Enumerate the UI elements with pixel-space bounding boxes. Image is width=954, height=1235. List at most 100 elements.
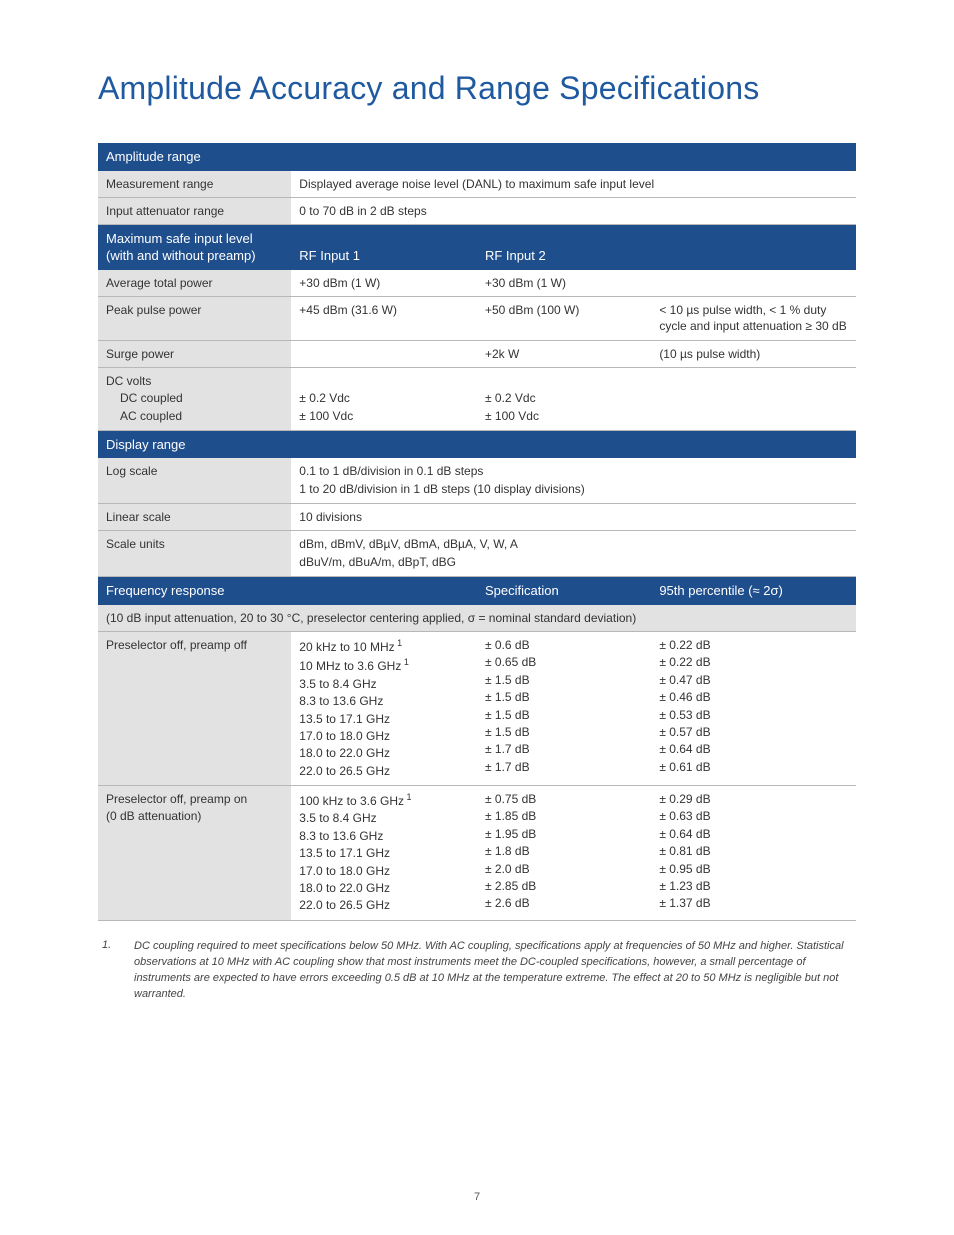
header-line: (with and without preamp): [106, 247, 285, 265]
section-header-max-safe: Maximum safe input level (with and witho…: [98, 224, 291, 270]
col-header-pct: 95th percentile (≈ 2σ): [651, 577, 856, 605]
ac-coupled-label: AC coupled: [106, 408, 182, 425]
freq-range-text: 10 MHz to 3.6 GHz 1: [299, 656, 471, 675]
value-text: dBuV/m, dBuA/m, dBpT, dBG: [299, 554, 850, 571]
freq-pct-text: ± 0.95 dB: [659, 861, 850, 878]
freq-pcts: ± 0.22 dB± 0.22 dB± 0.47 dB± 0.46 dB± 0.…: [651, 631, 856, 785]
freq-pct-text: ± 0.63 dB: [659, 808, 850, 825]
freq-pct-text: ± 0.53 dB: [659, 707, 850, 724]
row-value: 0.1 to 1 dB/division in 0.1 dB steps 1 t…: [291, 458, 856, 503]
freq-pct-text: ± 0.61 dB: [659, 759, 850, 776]
label-line: Preselector off, preamp on: [106, 791, 285, 808]
value-text: dBm, dBmV, dBµV, dBmA, dBµA, V, W, A: [299, 536, 850, 553]
footnote-ref: 1: [395, 638, 403, 648]
freq-spec-text: ± 0.6 dB: [485, 637, 645, 654]
freq-spec-text: ± 1.5 dB: [485, 724, 645, 741]
freq-spec-text: ± 0.75 dB: [485, 791, 645, 808]
row-label: Linear scale: [98, 504, 291, 531]
page-title: Amplitude Accuracy and Range Specificati…: [98, 70, 856, 107]
page-number: 7: [0, 1191, 954, 1203]
row-label-dc-volts: DC volts DC coupled AC coupled: [98, 367, 291, 430]
freq-range-text: 8.3 to 13.6 GHz: [299, 828, 471, 845]
col-header-rf1: RF Input 1: [291, 224, 477, 270]
row-value: +50 dBm (100 W): [477, 297, 651, 340]
freq-pct-text: ± 0.22 dB: [659, 654, 850, 671]
freq-range-text: 17.0 to 18.0 GHz: [299, 728, 471, 745]
col-header-spec: Specification: [477, 577, 651, 605]
spec-table: Amplitude range Measurement range Displa…: [98, 143, 856, 921]
col-header-blank: [651, 224, 856, 270]
row-value: dBm, dBmV, dBµV, dBmA, dBµA, V, W, A dBu…: [291, 531, 856, 577]
label-line: (0 dB attenuation): [106, 808, 285, 825]
row-value: ± 0.2 Vdc ± 100 Vdc: [477, 367, 651, 430]
section-header-amplitude-range: Amplitude range: [98, 143, 856, 171]
row-value: +30 dBm (1 W): [477, 270, 651, 297]
freq-group-row: Preselector off, preamp on (0 dB attenua…: [98, 786, 856, 921]
freq-range-text: 3.5 to 8.4 GHz: [299, 810, 471, 827]
row-label: Preselector off, preamp off: [98, 631, 291, 785]
dc-volts-label: DC volts: [106, 373, 285, 390]
freq-specs: ± 0.6 dB± 0.65 dB± 1.5 dB± 1.5 dB± 1.5 d…: [477, 631, 651, 785]
row-label: Average total power: [98, 270, 291, 297]
freq-spec-text: ± 0.65 dB: [485, 654, 645, 671]
freq-pct-text: ± 0.64 dB: [659, 741, 850, 758]
freq-ranges: 20 kHz to 10 MHz 110 MHz to 3.6 GHz 13.5…: [291, 631, 477, 785]
section-header-freq-response: Frequency response: [98, 577, 291, 605]
freq-pct-text: ± 0.81 dB: [659, 843, 850, 860]
row-label: Preselector off, preamp on (0 dB attenua…: [98, 786, 291, 921]
section-header-display-range: Display range: [98, 430, 856, 458]
value-text: 0.1 to 1 dB/division in 0.1 dB steps: [299, 463, 850, 480]
freq-pct-text: ± 0.22 dB: [659, 637, 850, 654]
freq-specs: ± 0.75 dB± 1.85 dB± 1.95 dB± 1.8 dB± 2.0…: [477, 786, 651, 921]
value-text: ± 0.2 Vdc: [485, 390, 645, 407]
freq-range-text: 18.0 to 22.0 GHz: [299, 745, 471, 762]
freq-pct-text: ± 1.37 dB: [659, 895, 850, 912]
freq-range-text: 20 kHz to 10 MHz 1: [299, 637, 471, 656]
value-text: 1 to 20 dB/division in 1 dB steps (10 di…: [299, 481, 850, 498]
row-value: [291, 340, 477, 367]
row-label: Measurement range: [98, 171, 291, 198]
row-value: < 10 µs pulse width, < 1 % duty cycle an…: [651, 297, 856, 340]
freq-spec-text: ± 2.0 dB: [485, 861, 645, 878]
freq-range-text: 13.5 to 17.1 GHz: [299, 711, 471, 728]
footnote: 1. DC coupling required to meet specific…: [98, 921, 856, 1003]
freq-pcts: ± 0.29 dB± 0.63 dB± 0.64 dB± 0.81 dB± 0.…: [651, 786, 856, 921]
freq-pct-text: ± 0.46 dB: [659, 689, 850, 706]
header-line: Maximum safe input level: [106, 230, 285, 248]
freq-spec-text: ± 1.8 dB: [485, 843, 645, 860]
freq-ranges: 100 kHz to 3.6 GHz 13.5 to 8.4 GHz8.3 to…: [291, 786, 477, 921]
value-text: ± 0.2 Vdc: [299, 390, 471, 407]
row-value: 0 to 70 dB in 2 dB steps: [291, 197, 856, 224]
row-label: Scale units: [98, 531, 291, 577]
freq-spec-text: ± 1.7 dB: [485, 759, 645, 776]
row-label: Log scale: [98, 458, 291, 503]
col-header-rf2: RF Input 2: [477, 224, 651, 270]
row-value: +45 dBm (31.6 W): [291, 297, 477, 340]
freq-pct-text: ± 0.57 dB: [659, 724, 850, 741]
footnote-number: 1.: [98, 939, 134, 1003]
freq-spec-text: ± 1.5 dB: [485, 707, 645, 724]
freq-range-text: 22.0 to 26.5 GHz: [299, 763, 471, 780]
freq-range-text: 100 kHz to 3.6 GHz 1: [299, 791, 471, 810]
row-value: [651, 270, 856, 297]
row-value: (10 µs pulse width): [651, 340, 856, 367]
row-value: +2k W: [477, 340, 651, 367]
row-value: ± 0.2 Vdc ± 100 Vdc: [291, 367, 477, 430]
value-text: ± 100 Vdc: [299, 408, 471, 425]
freq-pct-text: ± 1.23 dB: [659, 878, 850, 895]
row-label: Input attenuator range: [98, 197, 291, 224]
row-label: Surge power: [98, 340, 291, 367]
freq-spec-text: ± 2.85 dB: [485, 878, 645, 895]
freq-condition-row: (10 dB input attenuation, 20 to 30 °C, p…: [98, 605, 856, 632]
freq-spec-text: ± 1.7 dB: [485, 741, 645, 758]
footnote-text: DC coupling required to meet specificati…: [134, 939, 856, 1003]
freq-spec-text: ± 1.5 dB: [485, 689, 645, 706]
row-value: +30 dBm (1 W): [291, 270, 477, 297]
freq-range-text: 13.5 to 17.1 GHz: [299, 845, 471, 862]
freq-pct-text: ± 0.64 dB: [659, 826, 850, 843]
row-value: [651, 367, 856, 430]
col-header-blank: [291, 577, 477, 605]
freq-range-text: 18.0 to 22.0 GHz: [299, 880, 471, 897]
row-value: Displayed average noise level (DANL) to …: [291, 171, 856, 198]
value-text: ± 100 Vdc: [485, 408, 645, 425]
